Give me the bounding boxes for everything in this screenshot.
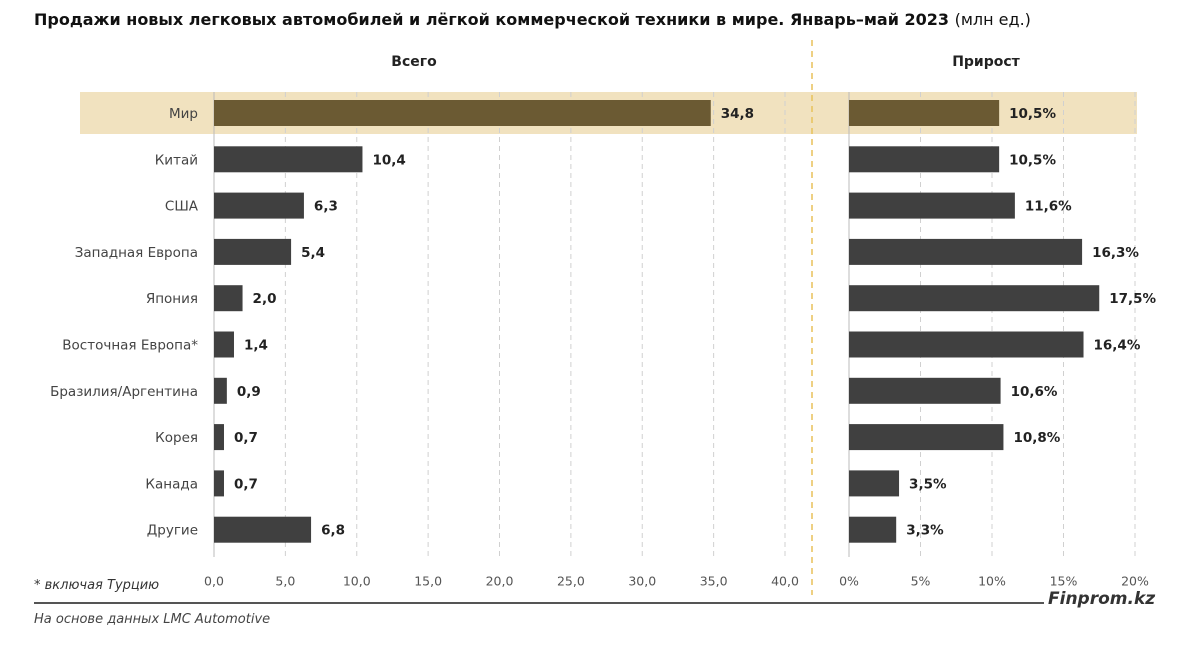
category-label: Китай [155, 152, 198, 168]
tick-label: 5% [911, 574, 931, 589]
tick-label: 5,0 [275, 574, 295, 589]
chart-title-unit: (млн ед.) [954, 10, 1031, 29]
bar [214, 238, 292, 265]
data-label: 34,8 [721, 106, 754, 122]
data-label: 10,5% [1009, 106, 1056, 122]
data-label: 3,3% [906, 523, 944, 539]
bar [849, 424, 1004, 451]
bar [849, 100, 1000, 126]
category-label: Восточная Европа* [62, 338, 198, 354]
footnote: * включая Турцию [34, 578, 160, 593]
source-note: На основе данных LMC Automotive [34, 612, 271, 627]
bar [849, 470, 900, 497]
bar [214, 146, 363, 173]
panel-title: Всего [391, 54, 437, 70]
data-label: 3,5% [909, 476, 947, 492]
category-label: США [165, 199, 199, 215]
data-label: 10,6% [1011, 384, 1058, 400]
tick-label: 15,0 [414, 574, 442, 589]
tick-label: 35,0 [700, 574, 728, 589]
chart-title-text: Продажи новых легковых автомобилей и лёг… [34, 10, 949, 29]
data-label: 16,3% [1092, 245, 1139, 261]
bar [849, 516, 897, 543]
data-label: 6,8 [321, 523, 345, 539]
tick-label: 15% [1050, 574, 1078, 589]
bar [849, 377, 1001, 404]
category-label: Мир [169, 106, 198, 122]
data-label: 1,4 [244, 338, 268, 354]
category-label: Другие [147, 523, 198, 539]
category-label: Канада [145, 476, 198, 492]
bar [214, 192, 304, 219]
tick-label: 30,0 [628, 574, 656, 589]
panel-title: Прирост [952, 54, 1020, 70]
data-label: 16,4% [1094, 338, 1141, 354]
bar [849, 146, 1000, 173]
bar [849, 238, 1083, 265]
tick-label: 40,0 [771, 574, 799, 589]
footer-rule [34, 602, 1044, 604]
data-label: 0,7 [234, 476, 258, 492]
tick-label: 10% [978, 574, 1006, 589]
category-label: Бразилия/Аргентина [50, 384, 198, 400]
bar [214, 377, 227, 404]
data-label: 5,4 [301, 245, 325, 261]
bar [849, 285, 1100, 312]
tick-label: 10,0 [343, 574, 371, 589]
bar [214, 100, 711, 126]
brand-logo-text: Finprom.kz [1048, 589, 1156, 609]
data-label: 6,3 [314, 199, 338, 215]
data-label: 10,8% [1013, 430, 1060, 446]
data-label: 0,9 [237, 384, 261, 400]
data-label: 2,0 [253, 291, 277, 307]
category-label: Западная Европа [75, 245, 198, 261]
bar [214, 285, 243, 312]
bar [214, 424, 224, 451]
data-label: 10,5% [1009, 152, 1056, 168]
bar [214, 516, 312, 543]
category-label: Япония [146, 291, 198, 307]
tick-label: 0,0 [204, 574, 224, 589]
tick-label: 25,0 [557, 574, 585, 589]
bar [849, 331, 1084, 358]
category-label: Корея [155, 430, 198, 446]
chart-title: Продажи новых легковых автомобилей и лёг… [34, 10, 1031, 29]
tick-label: 20,0 [486, 574, 514, 589]
bar [214, 331, 234, 358]
tick-label: 20% [1121, 574, 1149, 589]
data-label: 17,5% [1109, 291, 1156, 307]
data-label: 11,6% [1025, 199, 1072, 215]
data-label: 10,4 [372, 152, 405, 168]
data-label: 0,7 [234, 430, 258, 446]
bar [849, 192, 1015, 219]
bar [214, 470, 224, 497]
tick-label: 0% [839, 574, 859, 589]
